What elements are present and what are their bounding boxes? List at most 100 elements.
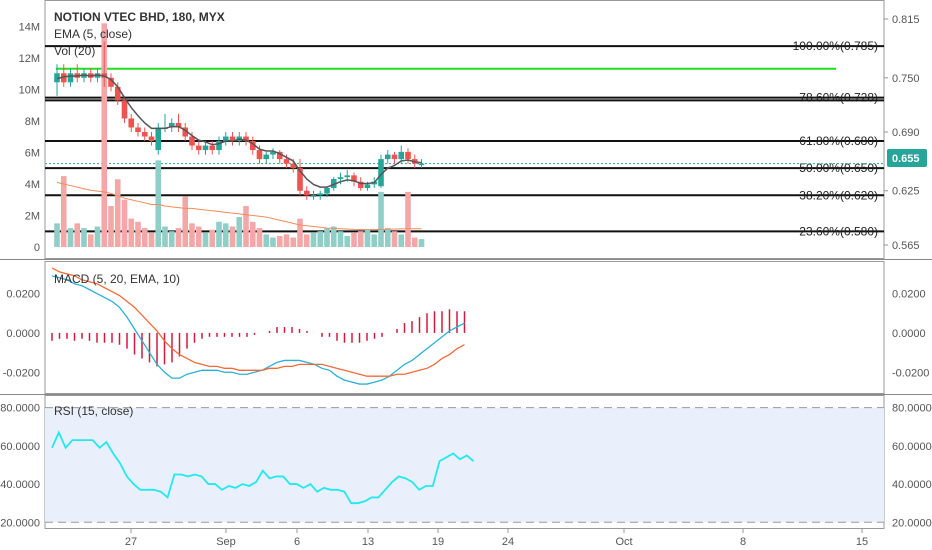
panel-frame-1 [44,0,885,259]
candle-body [297,168,303,191]
candle [108,73,114,92]
candle [195,141,202,155]
candle [141,127,148,142]
candle-body [330,178,337,189]
volume-bar [168,231,175,247]
volume-bar [229,226,236,247]
volume-bar [182,196,189,247]
ema-legend: EMA (5, close) [54,27,132,41]
rsi-legend: RSI (15, close) [54,404,133,418]
volume-bar [81,228,87,247]
volume-tick-label: 0 [34,242,40,254]
last-price-tag-label: 0.655 [892,153,920,165]
volume-legend: Vol (20) [54,44,95,58]
volume-bar [351,232,357,247]
candle [60,64,67,87]
volume-bar [60,176,67,247]
fib-label-0: 100.00%(0.785) [793,39,878,53]
macd-panel [51,267,466,385]
candle [243,132,249,146]
signal-series [51,267,465,377]
fib-label-1: 78.60%(0.728) [799,91,878,105]
x-tick-label: 19 [432,536,444,548]
x-tick-label: 24 [502,536,514,548]
macd-tick-label-right: 0.0000 [892,328,926,340]
volume-bar [114,179,121,247]
candle [135,122,141,137]
candle-body [351,175,357,182]
rsi-band [45,407,884,523]
volume-bar [236,217,243,247]
rsi-band-fill [45,407,884,523]
macd-tick-label-left: 0.0200 [6,289,40,301]
volume-tick-label: 10M [19,84,40,96]
candle-body [155,127,162,151]
candle [351,172,357,187]
volume-bar [411,237,418,247]
macd-tick-label-right: -0.0200 [892,367,929,379]
fib-label-2: 61.80%(0.680) [799,134,878,148]
candle-body [324,188,330,194]
macd-tick-label-left: -0.0200 [3,367,40,379]
candle [175,113,182,132]
volume-bar [317,231,324,247]
candle [317,190,324,200]
volume-bar [324,228,330,247]
volume-bar [310,232,317,247]
candle-body [418,163,425,166]
candle-body [290,163,297,169]
candle [297,159,303,196]
candle [229,132,236,146]
x-tick-label: 15 [856,536,868,548]
candle-body [256,150,263,160]
candle [216,136,222,155]
candle-body [121,100,128,119]
fib-label-3: 50.00%(0.650) [799,161,878,175]
candle [405,148,411,164]
x-tick-label: Oct [615,536,632,548]
x-tick-label: 13 [362,536,374,548]
candle-body [195,145,202,151]
candle [263,151,270,164]
volume-bar [297,218,303,247]
volume-bar [222,223,229,247]
volume-tick-label: 8M [25,116,40,128]
volume-bar [141,228,148,247]
candle-body [344,175,351,178]
volume-bar [155,160,162,247]
candles [54,41,425,200]
rsi-panel [51,430,475,505]
x-tick-label: 6 [294,536,300,548]
candle-body [398,151,405,160]
price-tick-label: 0.815 [892,14,920,26]
volume-ma-line [56,181,422,231]
candle-body [243,136,249,142]
candle-body [168,122,175,128]
volume-tick-label: 4M [25,179,40,191]
volume-bar [283,234,290,247]
candle [67,68,74,87]
volume-bar [195,226,202,247]
candle-body [108,77,114,87]
candle-body [148,136,155,142]
candle-body [209,145,216,151]
volume-bar [121,199,128,247]
rsi-series [51,430,475,505]
candle-body [378,159,384,187]
candle [303,186,310,200]
volume-bar [303,234,310,247]
volume-bar [337,231,344,247]
volume-bar [128,218,135,247]
volume-tick-label: 14M [19,21,40,33]
candle [202,141,209,155]
volume-bar [243,206,249,247]
candle [128,113,135,132]
volume-bar [202,232,209,247]
candle-body [141,132,148,137]
last-price-tag [887,149,927,167]
volume-bar [263,234,270,247]
x-tick-label: 8 [740,536,746,548]
candle-body [175,122,182,128]
volume-bar [54,223,60,247]
